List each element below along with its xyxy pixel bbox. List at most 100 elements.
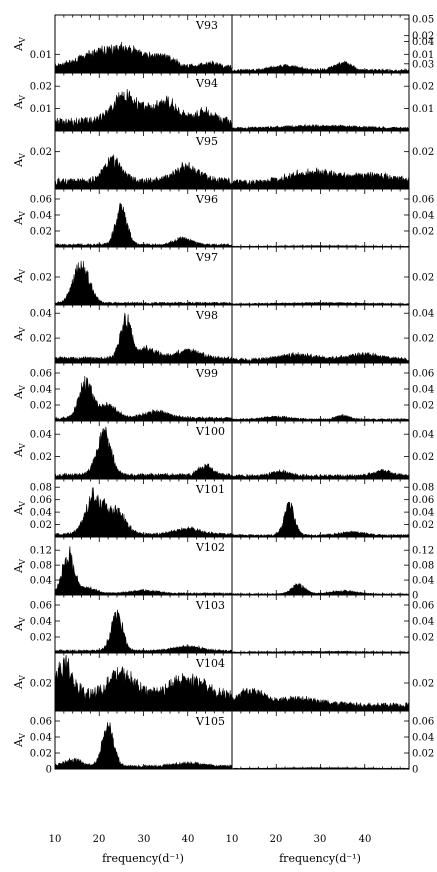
y-tick-label-right: 0.06 bbox=[412, 369, 434, 380]
y-tick-label-left: 0.06 bbox=[30, 717, 52, 728]
y-tick-label-right: 0.04 bbox=[412, 385, 434, 396]
y-tick-label-left: 0.02 bbox=[30, 334, 52, 345]
y-axis-label: AV bbox=[12, 385, 27, 400]
y-tick-label-left: 0.02 bbox=[30, 401, 52, 412]
spectrum-right-v101 bbox=[231, 501, 410, 538]
y-tick-label-right: 0.06 bbox=[412, 601, 434, 612]
y-tick-label-right: 0 bbox=[412, 591, 418, 602]
y-tick-label-left: 0.04 bbox=[30, 211, 52, 222]
y-tick-label-right: 0.05 bbox=[412, 15, 434, 26]
y-tick-label-right: 0.04 bbox=[412, 309, 434, 320]
y-tick-label-right: 0.06 bbox=[412, 495, 434, 506]
panel-frame-right-v105 bbox=[231, 710, 410, 770]
y-tick-label-left: 0.04 bbox=[30, 385, 52, 396]
y-tick-label-right: 0.02 bbox=[412, 401, 434, 412]
y-tick-label-left: 0.02 bbox=[30, 520, 52, 531]
y-tick-label-right: 0.04 bbox=[412, 617, 434, 628]
star-label-v96: V96 bbox=[195, 193, 218, 206]
star-label-v102: V102 bbox=[195, 541, 225, 554]
y-tick-label-left: 0.04 bbox=[30, 430, 52, 441]
y-tick-label-right: 0.04 bbox=[412, 733, 434, 744]
x-axis-label-right: frequency(d⁻¹) bbox=[279, 852, 361, 865]
y-tick-label-right: 0.02 bbox=[412, 82, 434, 93]
y-tick-label-right: 0.04 bbox=[412, 211, 434, 222]
spectrum-left-v93 bbox=[54, 41, 233, 74]
panel-frame-right-v96 bbox=[231, 188, 410, 248]
panel-frame-right-v98 bbox=[231, 304, 410, 364]
y-tick-label-left: 0.02 bbox=[30, 452, 52, 463]
y-tick-label-left: 0.01 bbox=[30, 104, 52, 115]
y-tick-label-left: 0.02 bbox=[30, 273, 52, 284]
y-tick-label-right: 0.02 bbox=[412, 147, 434, 158]
y-axis-label: AV bbox=[12, 675, 27, 690]
star-label-v105: V105 bbox=[195, 715, 225, 728]
y-tick-label-left: 0.01 bbox=[30, 50, 52, 61]
x-tick-right-20: 20 bbox=[270, 834, 283, 845]
star-label-v99: V99 bbox=[195, 367, 218, 380]
y-tick-label-right: 0.02 bbox=[412, 452, 434, 463]
y-tick-label-left: 0.04 bbox=[30, 733, 52, 744]
spectrum-left-v97 bbox=[54, 260, 233, 306]
x-tick-left-40: 40 bbox=[182, 834, 195, 845]
y-tick-label-left: 0.06 bbox=[30, 195, 52, 206]
y-tick-label-left: 0.08 bbox=[30, 561, 52, 572]
y-tick-label-right: 0.02 bbox=[412, 31, 434, 42]
y-tick-label-left: 0.04 bbox=[30, 508, 52, 519]
panel-frame-right-v94 bbox=[231, 72, 410, 132]
y-tick-label-left: 0.04 bbox=[30, 309, 52, 320]
y-tick-label-left: 0.02 bbox=[30, 227, 52, 238]
star-label-v94: V94 bbox=[195, 77, 218, 90]
y-tick-label-right: 0.06 bbox=[412, 0, 434, 3]
y-axis-label: AV bbox=[12, 37, 27, 52]
y-tick-label-right: 0.02 bbox=[412, 273, 434, 284]
star-label-v95: V95 bbox=[195, 135, 218, 148]
panel-frame-right-v101 bbox=[231, 478, 410, 538]
star-label-v100: V100 bbox=[195, 425, 225, 438]
y-tick-label-left: 0.02 bbox=[30, 633, 52, 644]
y-tick-label-left: 0.06 bbox=[30, 369, 52, 380]
spectrum-right-v104 bbox=[231, 687, 410, 712]
x-axis-group: 10 20 30 40 10 20 30 40 frequency(d⁻¹) f… bbox=[49, 834, 372, 865]
y-tick-label-right: 0.04 bbox=[412, 37, 434, 48]
y-axis-label: AV bbox=[12, 501, 27, 516]
star-label-v104: V104 bbox=[195, 657, 225, 670]
panel-frame-right-v100 bbox=[231, 420, 410, 480]
y-tick-label-right: 0.02 bbox=[412, 633, 434, 644]
spectrum-left-v98 bbox=[54, 312, 233, 364]
spectrum-left-v95 bbox=[54, 154, 233, 190]
y-axis-label: AV bbox=[12, 153, 27, 168]
y-tick-label-right: 0.03 bbox=[412, 59, 434, 70]
y-tick-label-right: 0.01 bbox=[412, 50, 434, 61]
y-tick-label-right: 0.02 bbox=[412, 679, 434, 690]
y-axis-label: AV bbox=[12, 327, 27, 342]
spectrum-left-v94 bbox=[54, 88, 233, 132]
y-tick-label-left: 0 bbox=[46, 765, 52, 776]
y-tick-label-left: 0.06 bbox=[30, 601, 52, 612]
y-tick-label-left: 0.02 bbox=[30, 147, 52, 158]
y-axis-label: AV bbox=[12, 95, 27, 110]
y-axis-label: AV bbox=[12, 733, 27, 748]
y-tick-label-right: 0.01 bbox=[412, 104, 434, 115]
y-axis-label: AV bbox=[12, 269, 27, 284]
y-tick-label-left: 0.06 bbox=[30, 495, 52, 506]
y-axis-label: AV bbox=[12, 617, 27, 632]
panel-frame-right-v103 bbox=[231, 594, 410, 654]
star-label-v98: V98 bbox=[195, 309, 218, 322]
x-tick-right-30: 30 bbox=[314, 834, 327, 845]
y-axis-label: AV bbox=[12, 211, 27, 226]
y-tick-label-right: 0.06 bbox=[412, 195, 434, 206]
y-tick-label-right: 0.04 bbox=[412, 430, 434, 441]
star-label-v101: V101 bbox=[195, 483, 225, 496]
star-label-v97: V97 bbox=[195, 251, 218, 264]
y-tick-label-left: 0.12 bbox=[30, 546, 52, 557]
x-tick-right-10: 10 bbox=[226, 834, 239, 845]
y-axis-label: AV bbox=[12, 443, 27, 458]
x-tick-right-40: 40 bbox=[359, 834, 372, 845]
spectrum-left-v96 bbox=[54, 202, 233, 248]
star-label-v93: V93 bbox=[195, 19, 218, 32]
panel-frame-right-v99 bbox=[231, 362, 410, 422]
x-tick-left-20: 20 bbox=[93, 834, 106, 845]
y-tick-label-right: 0.02 bbox=[412, 749, 434, 760]
panel-frame-right-v97 bbox=[231, 246, 410, 306]
